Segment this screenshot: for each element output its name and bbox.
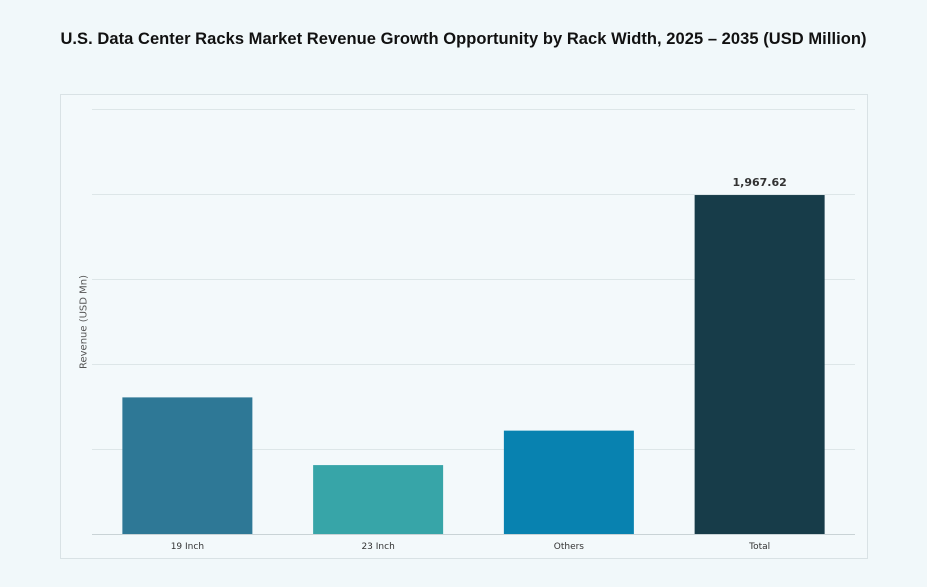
x-tick-label: 23 Inch xyxy=(361,542,394,552)
bar-total xyxy=(694,195,825,534)
x-tick-label: Total xyxy=(748,542,770,552)
bar-23-inch xyxy=(313,465,444,534)
x-tick-label: Others xyxy=(554,542,585,552)
y-axis-label: Revenue (USD Mn) xyxy=(78,274,90,370)
bar-others xyxy=(503,430,634,534)
x-tick-label: 19 Inch xyxy=(171,542,204,552)
chart-title: U.S. Data Center Racks Market Revenue Gr… xyxy=(60,30,867,48)
bar-19-inch xyxy=(122,397,253,534)
data-label: 1,967.62 xyxy=(732,176,786,189)
